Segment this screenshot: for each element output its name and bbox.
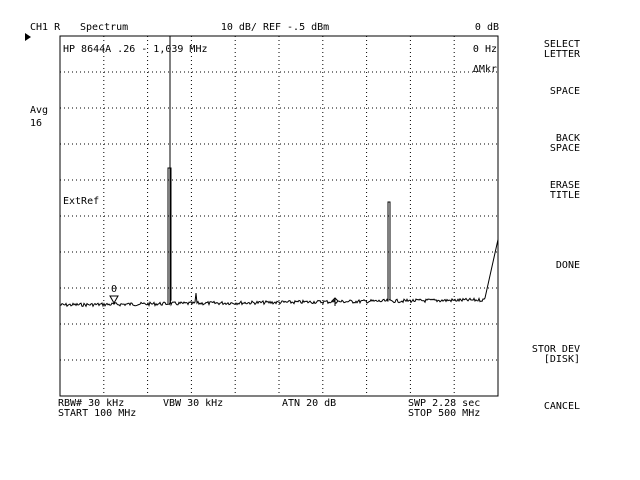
softkey-label[interactable]: SELECT bbox=[544, 39, 580, 50]
graticule-border bbox=[59, 35, 499, 397]
mode: Spectrum bbox=[80, 22, 128, 33]
softkey-label[interactable]: STOR DEV bbox=[532, 344, 580, 355]
softkey-label[interactable]: LETTER bbox=[544, 49, 581, 60]
rbw: RBW# 30 kHz bbox=[58, 398, 124, 409]
softkey[interactable]: STOR DEV[DISK] bbox=[532, 344, 580, 365]
vbw: VBW 30 kHz bbox=[163, 398, 223, 409]
channel: CH1 R bbox=[30, 22, 61, 33]
ref-arrow bbox=[331, 297, 339, 306]
stop: STOP 500 MHz bbox=[408, 408, 480, 419]
marker bbox=[109, 295, 119, 305]
scale: 10 dB/ REF -.5 dBm bbox=[221, 22, 329, 33]
avg-count: 16 bbox=[30, 118, 42, 129]
avg-label: Avg bbox=[30, 105, 48, 116]
softkey-panel: SELECTLETTERSPACEBACKSPACEERASETITLEDONE… bbox=[532, 39, 581, 412]
swp: SWP 2.28 sec bbox=[408, 398, 480, 409]
marker-label: 0 bbox=[111, 284, 117, 295]
ext-ref: ExtRef bbox=[63, 196, 99, 207]
softkey-label[interactable]: SPACE bbox=[550, 143, 580, 154]
softkey[interactable]: SPACE bbox=[550, 86, 580, 97]
softkey-label[interactable]: ERASE bbox=[550, 180, 580, 191]
softkey-label[interactable]: BACK bbox=[556, 133, 580, 144]
marker-freq: 0 Hz bbox=[473, 44, 497, 55]
trace bbox=[59, 36, 499, 308]
softkey[interactable]: CANCEL bbox=[544, 401, 580, 412]
softkey-label[interactable]: [DISK] bbox=[544, 354, 580, 365]
graticule bbox=[60, 36, 498, 396]
offset: 0 dB bbox=[475, 22, 499, 33]
softkey-label[interactable]: SPACE bbox=[550, 86, 580, 97]
softkey-label[interactable]: TITLE bbox=[550, 190, 580, 201]
softkey[interactable]: DONE bbox=[556, 260, 580, 271]
screen-title: HP 8644A .26 - 1,039 MHz bbox=[63, 44, 208, 55]
atn: ATN 20 dB bbox=[282, 398, 336, 409]
marker-mode: ΔMkr bbox=[473, 64, 497, 75]
softkey-label[interactable]: DONE bbox=[556, 260, 580, 271]
start: START 100 MHz bbox=[58, 408, 136, 419]
active-indicator bbox=[25, 33, 31, 41]
softkey-label[interactable]: CANCEL bbox=[544, 401, 580, 412]
